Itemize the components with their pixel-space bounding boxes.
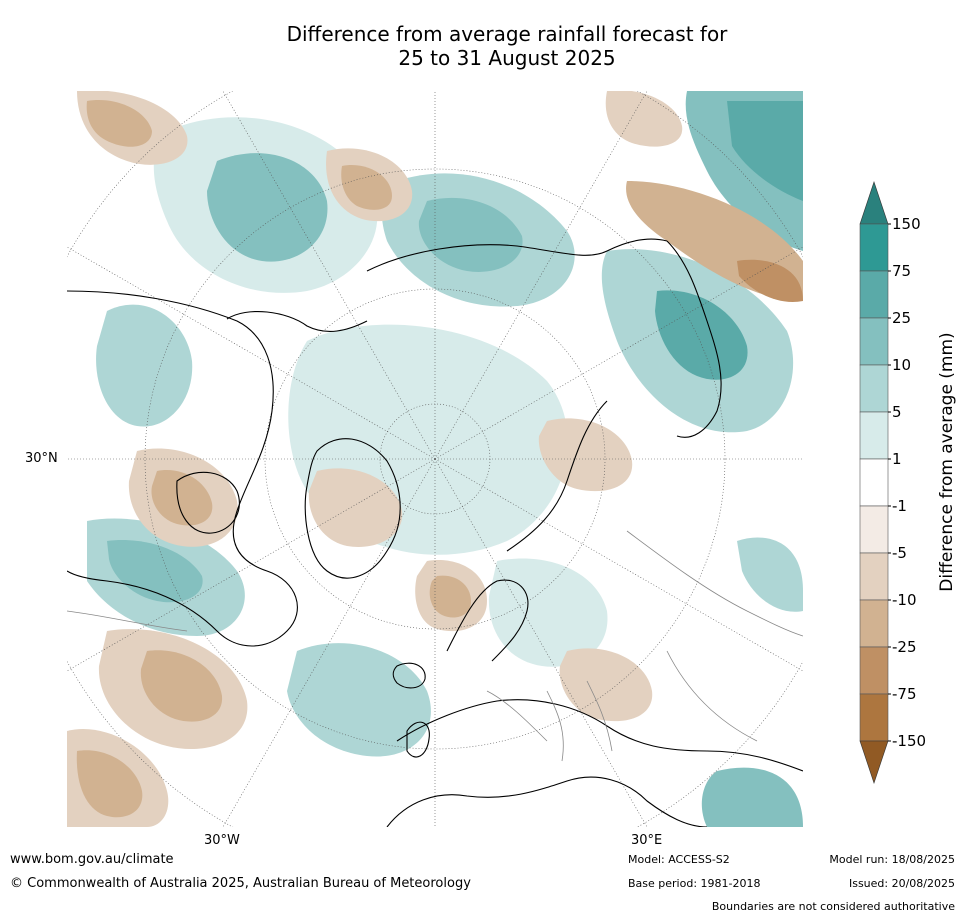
colorbar-tick-label: 75	[892, 262, 911, 280]
latitude-circle-40	[144, 168, 726, 750]
rainfall-map	[67, 91, 803, 827]
colorbar-band	[859, 411, 889, 460]
dry-region-eastern-europe	[559, 648, 653, 722]
wet-region-east-mid	[737, 537, 803, 612]
footer-base-period: Base period: 1981-2018	[628, 877, 761, 890]
latitude-circle-60	[264, 288, 606, 630]
colorbar-band	[859, 599, 889, 648]
colorbar-band	[859, 646, 889, 695]
dry-region-southwest-core	[76, 750, 143, 818]
footer-copyright: © Commonwealth of Australia 2025, Austra…	[10, 876, 471, 891]
wet-region-europe-north	[488, 558, 608, 667]
title-line-1: Difference from average rainfall forecas…	[286, 22, 728, 46]
footer-issued: Issued: 20/08/2025	[848, 877, 955, 890]
longitude-label-30w: 30°W	[204, 833, 240, 848]
dry-region-greenland-sea	[308, 468, 403, 547]
dry-region-scandinavia-core	[429, 575, 472, 618]
colorbar-tick-label: 10	[892, 356, 911, 374]
dry-region-siberia-west-core	[341, 165, 392, 210]
coastline-east-asia	[666, 240, 722, 438]
graticule	[67, 91, 803, 827]
dry-anomaly-areas	[67, 91, 803, 827]
colorbar-ticks: 150 75 25 10 5 1 -1 -5 -10 -25 -75 -150	[888, 215, 926, 750]
colorbar-band	[859, 693, 889, 742]
wet-anomaly-areas	[67, 91, 803, 827]
coastline-mediterranean	[386, 776, 708, 827]
wet-region-siberia-core	[418, 197, 523, 272]
border-europe-2	[546, 690, 564, 762]
wet-region-pacific-east	[96, 304, 193, 427]
coastline-siberia-north	[366, 238, 668, 272]
footer-model-run: Model run: 18/08/2025	[829, 853, 955, 866]
coastline-russia-arctic	[506, 400, 608, 552]
colorbar-band	[859, 552, 889, 601]
colorbar-band	[859, 505, 889, 554]
footer-url[interactable]: www.bom.gov.au/climate	[10, 852, 174, 867]
coastline-iceland	[392, 662, 426, 689]
border-usa-canada	[67, 610, 188, 632]
footer-model: Model: ACCESS-S2	[628, 853, 730, 866]
colorbar-tick-label: -75	[892, 685, 917, 703]
coastline-scandinavia	[446, 579, 529, 662]
dry-region-north-pacific-core	[86, 100, 152, 147]
border-europe-3	[586, 680, 613, 752]
wet-region-asia-core	[655, 290, 748, 380]
latitude-label-30n: 30°N	[25, 451, 58, 466]
dry-region-japan	[737, 259, 803, 302]
colorbar-extend-bottom	[859, 740, 889, 784]
colorbar-band	[859, 223, 889, 272]
dry-region-siberia-east	[605, 91, 683, 147]
colorbar-tick-label: -10	[892, 591, 917, 609]
colorbar-band	[859, 270, 889, 319]
colorbar-tick-label: 5	[892, 403, 902, 421]
colorbar-tick-label: -150	[892, 732, 926, 750]
colorbar-band	[859, 364, 889, 413]
colorbar-tick-label: -1	[892, 497, 907, 515]
border-europe-1	[486, 690, 548, 742]
colorbar-band	[859, 317, 889, 366]
coastline-uk	[406, 721, 430, 758]
colorbar-tick-label: 1	[892, 450, 902, 468]
colorbar-tick-label: 25	[892, 309, 911, 327]
colorbar-tick-label: -5	[892, 544, 907, 562]
wet-region-northeast-core	[727, 101, 803, 201]
colorbar-tick-label: -25	[892, 638, 917, 656]
wet-region-atlantic	[287, 643, 431, 757]
borders	[67, 530, 803, 762]
title-line-2: 25 to 31 August 2025	[398, 46, 616, 70]
longitude-label-30e: 30°E	[631, 833, 663, 848]
wet-region-southeast	[701, 767, 803, 827]
footer-disclaimer: Boundaries are not considered authoritat…	[711, 900, 955, 913]
coastline-hudson-bay	[176, 471, 240, 534]
dry-region-north-atlantic-core	[140, 650, 223, 722]
coastline-greenland	[304, 438, 401, 579]
colorbar: 150 75 25 10 5 1 -1 -5 -10 -25 -75 -150 Difference …	[859, 181, 957, 784]
wet-region-north-pacific-core	[207, 153, 328, 262]
border-asia	[666, 650, 758, 742]
coastline-alaska	[226, 310, 368, 332]
chart-title: Difference from average rainfall forecas…	[67, 22, 947, 70]
dry-region-canada-core	[151, 470, 213, 526]
dry-region-russia	[538, 418, 633, 492]
border-russia-south	[626, 530, 803, 637]
coastline-north-america	[67, 290, 298, 647]
coastline-europe	[396, 699, 803, 772]
colorbar-band	[859, 458, 889, 507]
wet-region-canada-core	[107, 540, 203, 603]
colorbar-extend-top	[859, 181, 889, 225]
colorbar-tick-label: 150	[892, 215, 921, 233]
coastlines	[67, 238, 803, 827]
colorbar-swatches	[859, 181, 889, 784]
colorbar-label: Difference from average (mm)	[937, 332, 957, 591]
